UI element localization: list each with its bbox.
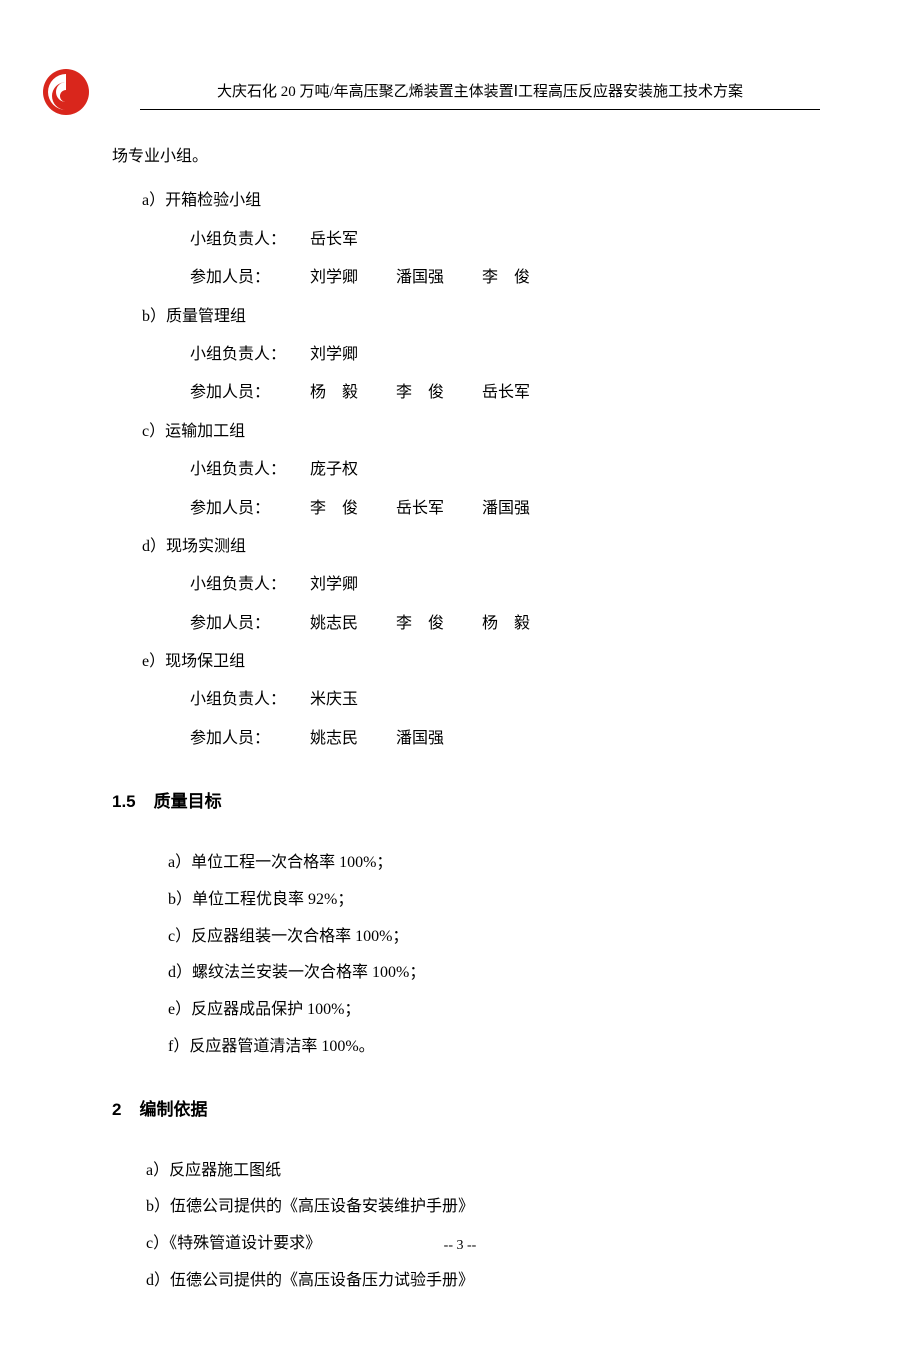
- members-names-container: 李 俊岳长军潘国强: [310, 490, 530, 528]
- group-title: a）开箱检验小组: [142, 182, 820, 220]
- member-name: 潘国强: [396, 720, 444, 758]
- member-name: 潘国强: [396, 259, 444, 297]
- section-2-heading: 2 编制依据: [112, 1090, 820, 1131]
- leader-name-container: 米庆玉: [310, 681, 358, 719]
- section-title: 编制依据: [139, 1100, 207, 1119]
- members-label: 参加人员：: [190, 490, 310, 528]
- members-row: 参加人员：刘学卿潘国强李 俊: [190, 259, 820, 297]
- group-block: b）质量管理组小组负责人：刘学卿参加人员：杨 毅李 俊岳长军: [142, 298, 820, 413]
- members-names-container: 姚志民李 俊杨 毅: [310, 605, 530, 643]
- section-2-list: a）反应器施工图纸b）伍德公司提供的《高压设备安装维护手册》c）《特殊管道设计要…: [146, 1153, 820, 1300]
- group-block: e）现场保卫组小组负责人：米庆玉参加人员：姚志民潘国强: [142, 643, 820, 758]
- group-title: d）现场实测组: [142, 528, 820, 566]
- leader-row: 小组负责人：岳长军: [190, 221, 820, 259]
- body-content: 场专业小组。 a）开箱检验小组小组负责人：岳长军参加人员：刘学卿潘国强李 俊b）…: [112, 138, 820, 1300]
- leader-name-container: 岳长军: [310, 221, 358, 259]
- page-header-title: 大庆石化 20 万吨/年高压聚乙烯装置主体装置Ⅰ工程高压反应器安装施工技术方案: [140, 80, 820, 110]
- member-name: 杨 毅: [310, 374, 358, 412]
- list-item: d）伍德公司提供的《高压设备压力试验手册》: [146, 1263, 820, 1300]
- section-1-5-heading: 1.5 质量目标: [112, 782, 820, 823]
- members-label: 参加人员：: [190, 605, 310, 643]
- section-title: 质量目标: [154, 792, 222, 811]
- list-item: b）单位工程优良率 92%；: [168, 882, 820, 919]
- leader-row: 小组负责人：刘学卿: [190, 566, 820, 604]
- company-logo: [42, 68, 90, 116]
- page-number: -- 3 --: [0, 1238, 920, 1254]
- leader-name-container: 庞子权: [310, 451, 358, 489]
- member-name: 姚志民: [310, 720, 358, 758]
- leader-name: 岳长军: [310, 221, 358, 259]
- leader-label: 小组负责人：: [190, 566, 310, 604]
- list-item: b）伍德公司提供的《高压设备安装维护手册》: [146, 1189, 820, 1226]
- list-item: d）螺纹法兰安装一次合格率 100%；: [168, 955, 820, 992]
- member-name: 李 俊: [396, 374, 444, 412]
- members-names-container: 杨 毅李 俊岳长军: [310, 374, 530, 412]
- members-row: 参加人员：李 俊岳长军潘国强: [190, 490, 820, 528]
- group-block: c）运输加工组小组负责人：庞子权参加人员：李 俊岳长军潘国强: [142, 413, 820, 528]
- leader-name-container: 刘学卿: [310, 336, 358, 374]
- group-title: b）质量管理组: [142, 298, 820, 336]
- leader-name: 米庆玉: [310, 681, 358, 719]
- leader-name: 刘学卿: [310, 566, 358, 604]
- group-title: c）运输加工组: [142, 413, 820, 451]
- member-name: 杨 毅: [482, 605, 530, 643]
- leader-label: 小组负责人：: [190, 681, 310, 719]
- members-row: 参加人员：杨 毅李 俊岳长军: [190, 374, 820, 412]
- member-name: 李 俊: [396, 605, 444, 643]
- group-block: d）现场实测组小组负责人：刘学卿参加人员：姚志民李 俊杨 毅: [142, 528, 820, 643]
- leader-name: 庞子权: [310, 451, 358, 489]
- member-name: 李 俊: [310, 490, 358, 528]
- members-label: 参加人员：: [190, 720, 310, 758]
- opening-line: 场专业小组。: [112, 138, 820, 176]
- leader-label: 小组负责人：: [190, 221, 310, 259]
- list-item: a）反应器施工图纸: [146, 1153, 820, 1190]
- members-label: 参加人员：: [190, 259, 310, 297]
- member-name: 姚志民: [310, 605, 358, 643]
- member-name: 潘国强: [482, 490, 530, 528]
- group-block: a）开箱检验小组小组负责人：岳长军参加人员：刘学卿潘国强李 俊: [142, 182, 820, 297]
- member-name: 岳长军: [482, 374, 530, 412]
- leader-row: 小组负责人：米庆玉: [190, 681, 820, 719]
- leader-name-container: 刘学卿: [310, 566, 358, 604]
- members-label: 参加人员：: [190, 374, 310, 412]
- list-item: e）反应器成品保护 100%；: [168, 992, 820, 1029]
- list-item: c）反应器组装一次合格率 100%；: [168, 919, 820, 956]
- members-row: 参加人员：姚志民潘国强: [190, 720, 820, 758]
- member-name: 岳长军: [396, 490, 444, 528]
- groups-container: a）开箱检验小组小组负责人：岳长军参加人员：刘学卿潘国强李 俊b）质量管理组小组…: [112, 182, 820, 758]
- list-item: a）单位工程一次合格率 100%；: [168, 845, 820, 882]
- members-names-container: 姚志民潘国强: [310, 720, 444, 758]
- document-page: 大庆石化 20 万吨/年高压聚乙烯装置主体装置Ⅰ工程高压反应器安装施工技术方案 …: [0, 0, 920, 1360]
- section-number: 2: [112, 1100, 121, 1119]
- section-number: 1.5: [112, 792, 136, 811]
- leader-label: 小组负责人：: [190, 336, 310, 374]
- section-1-5-list: a）单位工程一次合格率 100%；b）单位工程优良率 92%；c）反应器组装一次…: [168, 845, 820, 1066]
- leader-row: 小组负责人：庞子权: [190, 451, 820, 489]
- leader-name: 刘学卿: [310, 336, 358, 374]
- member-name: 李 俊: [482, 259, 530, 297]
- member-name: 刘学卿: [310, 259, 358, 297]
- members-row: 参加人员：姚志民李 俊杨 毅: [190, 605, 820, 643]
- members-names-container: 刘学卿潘国强李 俊: [310, 259, 530, 297]
- leader-label: 小组负责人：: [190, 451, 310, 489]
- list-item: f）反应器管道清洁率 100%。: [168, 1029, 820, 1066]
- leader-row: 小组负责人：刘学卿: [190, 336, 820, 374]
- group-title: e）现场保卫组: [142, 643, 820, 681]
